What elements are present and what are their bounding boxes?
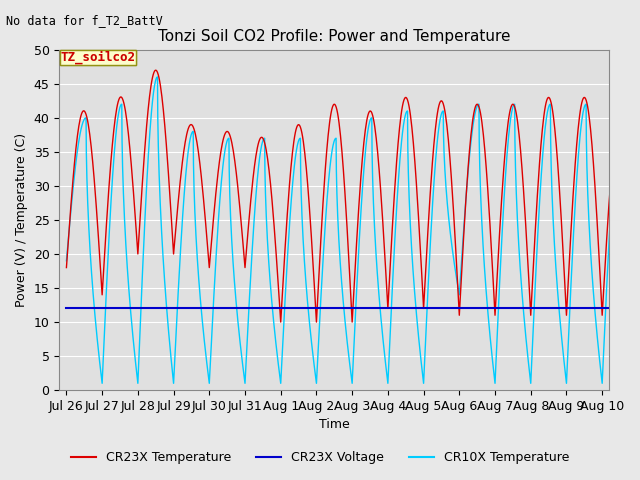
CR10X Temperature <box>628 321 636 326</box>
CR23X Temperature <box>152 67 159 73</box>
CR23X Temperature <box>555 171 563 177</box>
CR23X Temperature <box>277 319 285 325</box>
Y-axis label: Power (V) / Temperature (C): Power (V) / Temperature (C) <box>15 133 28 307</box>
CR10X Temperature <box>99 381 106 386</box>
CR23X Temperature <box>136 228 143 233</box>
CR23X Temperature <box>621 132 628 138</box>
Title: Tonzi Soil CO2 Profile: Power and Temperature: Tonzi Soil CO2 Profile: Power and Temper… <box>158 29 511 44</box>
Text: No data for f_T2_BattV: No data for f_T2_BattV <box>6 14 163 27</box>
CR10X Temperature <box>154 74 161 80</box>
CR23X Temperature <box>353 241 360 247</box>
Legend: CR23X Temperature, CR23X Voltage, CR10X Temperature: CR23X Temperature, CR23X Voltage, CR10X … <box>66 446 574 469</box>
Line: CR23X Temperature: CR23X Temperature <box>67 70 640 322</box>
CR10X Temperature <box>413 315 420 321</box>
CR23X Temperature <box>634 312 640 318</box>
Line: CR10X Temperature: CR10X Temperature <box>67 77 640 384</box>
CR23X Temperature <box>379 219 387 225</box>
Legend:  <box>60 50 136 65</box>
CR10X Temperature <box>395 177 403 182</box>
CR10X Temperature <box>100 347 108 352</box>
CR10X Temperature <box>63 258 70 264</box>
CR23X Temperature <box>63 264 70 270</box>
X-axis label: Time: Time <box>319 419 349 432</box>
